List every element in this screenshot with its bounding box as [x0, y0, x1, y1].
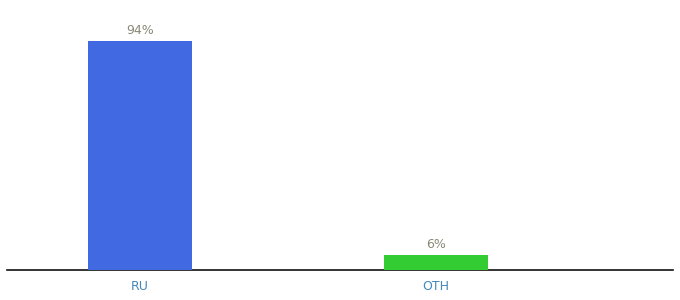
Text: 6%: 6%	[426, 238, 446, 251]
Bar	[384, 255, 488, 270]
Text: 94%: 94%	[126, 24, 154, 37]
Bar	[88, 41, 192, 270]
